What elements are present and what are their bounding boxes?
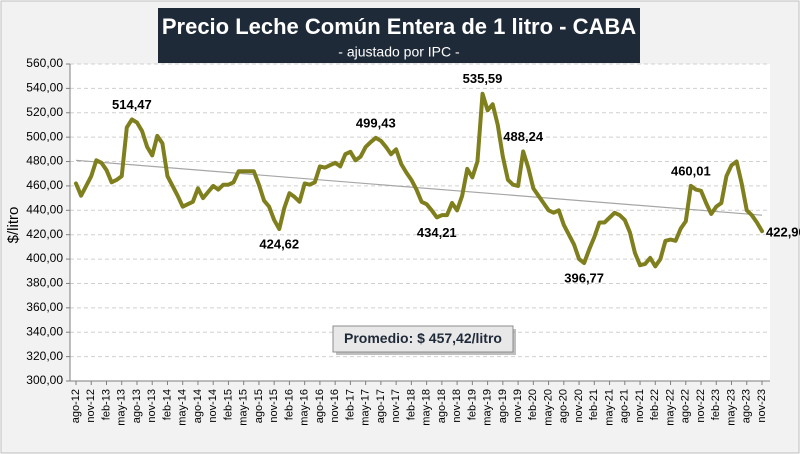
- y-tick-label: 380,00: [26, 276, 63, 290]
- y-tick-label: 540,00: [26, 81, 63, 95]
- x-tick-label: feb-20: [527, 389, 539, 420]
- y-tick-label: 360,00: [26, 300, 63, 314]
- x-tick-label: ago-17: [375, 389, 387, 423]
- x-tick-label: ago-13: [131, 389, 143, 423]
- x-tick-label: ago-16: [314, 389, 326, 423]
- x-tick-label: nov-19: [512, 389, 524, 423]
- y-tick-label: 520,00: [26, 105, 63, 119]
- x-tick-label: feb-18: [405, 389, 417, 420]
- y-tick-label: 400,00: [26, 251, 63, 265]
- x-tick-label: may-15: [238, 389, 250, 426]
- x-tick-label: nov-12: [85, 389, 97, 423]
- x-tick-label: nov-17: [390, 389, 402, 423]
- y-tick-label: 560,00: [26, 56, 63, 70]
- y-tick-label: 320,00: [26, 349, 63, 363]
- x-tick-label: ago-23: [741, 389, 753, 423]
- x-tick-label: may-16: [299, 389, 311, 426]
- chart-subtitle: - ajustado por IPC -: [338, 44, 460, 60]
- x-tick-label: may-17: [360, 389, 372, 426]
- x-tick-label: ago-20: [558, 389, 570, 423]
- x-tick-label: may-13: [116, 389, 128, 426]
- x-tick-label: nov-18: [451, 389, 463, 423]
- x-tick-label: feb-14: [161, 389, 173, 420]
- x-tick-label: nov-21: [634, 389, 646, 423]
- x-tick-label: feb-22: [649, 389, 661, 420]
- x-tick-label: ago-22: [680, 389, 692, 423]
- x-tick-label: nov-15: [268, 389, 280, 423]
- x-tick-label: ago-15: [253, 389, 265, 423]
- annotation-box: [332, 325, 514, 353]
- data-label: 535,59: [463, 71, 503, 86]
- y-tick-label: 500,00: [26, 129, 63, 143]
- x-tick-label: may-18: [421, 389, 433, 426]
- data-label: 514,47: [112, 97, 152, 112]
- x-tick-label: nov-20: [573, 389, 585, 423]
- data-line: [74, 91, 764, 269]
- x-tick-label: feb-23: [710, 389, 722, 420]
- y-tick-label: 480,00: [26, 154, 63, 168]
- x-tick-label: ago-14: [192, 389, 204, 423]
- x-tick-label: feb-13: [100, 389, 112, 420]
- x-tick-label: feb-15: [222, 389, 234, 420]
- data-label: 488,24: [503, 129, 544, 144]
- trend-line: [75, 159, 763, 216]
- data-label: 460,01: [671, 163, 711, 178]
- x-tick-label: feb-19: [466, 389, 478, 420]
- x-tick-label: ago-19: [497, 389, 509, 423]
- x-tick-label: feb-21: [588, 389, 600, 420]
- data-label: 422,90: [766, 225, 800, 240]
- x-tick-label: feb-17: [344, 389, 356, 420]
- x-tick-label: may-21: [603, 389, 615, 426]
- title-box: [158, 8, 640, 63]
- x-tick-label: nov-14: [207, 389, 219, 423]
- y-tick-label: 300,00: [26, 373, 63, 387]
- y-tick-label: 440,00: [26, 202, 63, 216]
- x-tick-label: feb-16: [283, 389, 295, 420]
- x-tick-label: nov-13: [146, 389, 158, 423]
- x-tick-label: nov-23: [756, 389, 768, 423]
- x-tick-label: ago-12: [70, 389, 82, 423]
- chart-title: Precio Leche Común Entera de 1 litro - C…: [162, 14, 636, 39]
- data-label: 396,77: [564, 270, 604, 285]
- x-tick-label: ago-18: [436, 389, 448, 423]
- x-tick-label: nov-22: [695, 389, 707, 423]
- x-tick-label: may-22: [664, 389, 676, 426]
- x-tick-label: may-19: [482, 389, 494, 426]
- x-tick-label: may-14: [177, 389, 189, 426]
- x-tick-label: ago-21: [619, 389, 631, 423]
- data-label: 434,21: [417, 225, 457, 240]
- y-tick-label: 460,00: [26, 178, 63, 192]
- y-tick-label: 340,00: [26, 324, 63, 338]
- x-tick-label: may-23: [725, 389, 737, 426]
- y-tick-label: 420,00: [26, 227, 63, 241]
- annotation: Promedio: $ 457,42/litro: [344, 330, 502, 346]
- data-label: 424,62: [259, 236, 299, 251]
- x-tick-label: may-20: [542, 389, 554, 426]
- x-tick-label: nov-16: [329, 389, 341, 423]
- data-label: 499,43: [356, 115, 396, 130]
- y-axis-label: $/litro: [5, 207, 22, 244]
